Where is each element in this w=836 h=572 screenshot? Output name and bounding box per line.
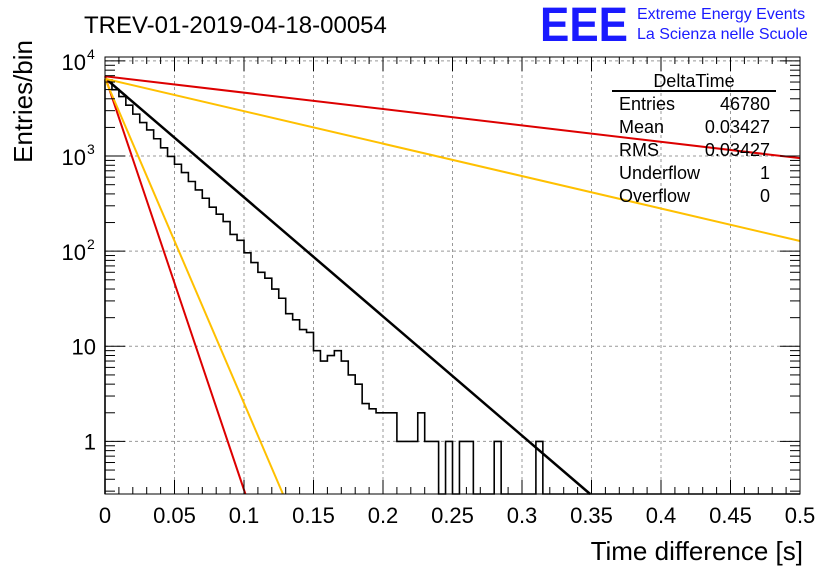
y-tick-exponent: 3 — [87, 141, 95, 157]
stats-label-entries: Entries — [619, 94, 675, 114]
x-tick-label: 0.1 — [229, 503, 260, 528]
x-tick-label: 0.45 — [709, 503, 752, 528]
logo-line-2: La Scienza nelle Scuole — [637, 26, 808, 43]
y-tick-label: 10 — [62, 50, 86, 75]
fit-lines-layer — [104, 75, 801, 495]
x-axis-label: Time difference [s] — [591, 536, 803, 566]
stats-value-mean: 0.03427 — [705, 117, 770, 137]
stats-value-underflow: 1 — [760, 163, 770, 183]
stats-label-mean: Mean — [619, 117, 664, 137]
stats-value-overflow: 0 — [760, 186, 770, 206]
y-tick-label: 10 — [62, 240, 86, 265]
x-tick-label: 0.15 — [292, 503, 335, 528]
fit-line — [104, 75, 801, 160]
fit-line — [104, 77, 801, 242]
y-tick-exponent: 4 — [87, 46, 95, 62]
stats-label-underflow: Underflow — [619, 163, 701, 183]
stats-label-overflow: Overflow — [619, 186, 691, 206]
logo-mark: EEE — [540, 0, 628, 52]
y-tick-label: 10 — [72, 334, 96, 359]
fit-line — [104, 75, 247, 495]
grid — [105, 57, 800, 494]
stats-box: DeltaTime Entries 46780 Mean 0.03427 RMS… — [612, 71, 776, 206]
y-tick-exponent: 2 — [87, 236, 95, 252]
stats-value-entries: 46780 — [720, 94, 770, 114]
axes: 0 0.05 0.1 0.15 0.2 0.25 0.3 0.35 0.4 0.45 0.51101… — [62, 46, 816, 528]
y-tick-label: 10 — [62, 145, 86, 170]
x-tick-label: 0.4 — [646, 503, 677, 528]
x-tick-label: 0.2 — [368, 503, 399, 528]
x-tick-label: 0 — [99, 503, 111, 528]
x-tick-label: 0.05 — [153, 503, 196, 528]
stats-title: DeltaTime — [653, 71, 734, 91]
y-axis-label: Entries/bin — [8, 40, 38, 163]
logo-line-1: Extreme Energy Events — [637, 6, 805, 23]
x-tick-label: 0.3 — [507, 503, 538, 528]
x-tick-label: 0.35 — [570, 503, 613, 528]
stats-label-rms: RMS — [619, 140, 659, 160]
x-tick-label: 0.5 — [785, 503, 816, 528]
run-title: TREV-01-2019-04-18-00054 — [84, 12, 387, 39]
y-tick-label: 1 — [84, 429, 96, 454]
eee-logo: EEE Extreme Energy Events La Scienza nel… — [540, 0, 808, 52]
fit-line — [104, 78, 284, 495]
fit-line — [104, 77, 591, 495]
x-tick-label: 0.25 — [431, 503, 474, 528]
stats-value-rms: 0.03427 — [705, 140, 770, 160]
